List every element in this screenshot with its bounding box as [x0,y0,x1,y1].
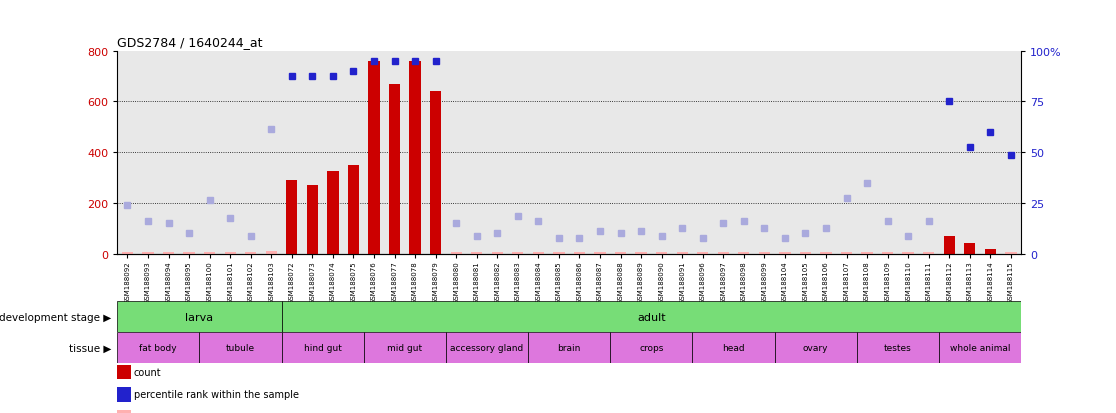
Text: value, Detection Call = ABSENT: value, Detection Call = ABSENT [134,412,289,413]
Bar [224,253,235,254]
Text: GDS2784 / 1640244_at: GDS2784 / 1640244_at [117,36,262,49]
Bar [718,253,729,254]
Text: whole animal: whole animal [950,344,1010,352]
Bar [327,172,338,254]
Bar [430,92,441,254]
Bar [923,253,934,254]
Bar [615,253,626,254]
Text: percentile rank within the sample: percentile rank within the sample [134,389,299,399]
Bar [595,253,606,254]
Bar [775,332,857,363]
Bar [281,332,364,363]
Text: tubule: tubule [225,344,256,352]
Text: tissue ▶: tissue ▶ [69,343,112,353]
Bar [204,253,215,254]
Bar [492,253,503,254]
Text: brain: brain [558,344,580,352]
Bar [368,62,379,254]
Text: larva: larva [185,312,213,322]
Bar [410,62,421,254]
Bar [656,253,667,254]
Text: accessory gland: accessory gland [451,344,523,352]
Bar [984,249,995,254]
Text: count: count [134,367,162,377]
Bar [388,85,401,254]
Bar [143,253,154,254]
Bar [840,253,853,254]
Text: hind gut: hind gut [304,344,341,352]
Bar [554,253,565,254]
Bar [574,253,585,254]
Bar [1006,253,1017,254]
Bar [451,253,462,254]
Bar [882,253,893,254]
Text: mid gut: mid gut [387,344,422,352]
Bar [117,301,281,332]
Bar [779,253,790,254]
Text: crops: crops [639,344,664,352]
Bar [692,332,775,363]
Bar [532,253,543,254]
Bar [307,186,318,254]
Bar [759,253,770,254]
Bar [364,332,446,363]
Text: fat body: fat body [140,344,177,352]
Bar [635,253,646,254]
Bar [446,332,528,363]
Text: development stage ▶: development stage ▶ [0,312,112,322]
Bar [820,253,831,254]
Bar [944,236,955,254]
Text: ovary: ovary [802,344,828,352]
Bar [117,332,200,363]
Bar [266,252,277,254]
Bar [512,253,523,254]
Bar [286,180,298,254]
Bar [348,166,359,254]
Bar [163,253,174,254]
Bar [281,301,1021,332]
Bar [246,253,257,254]
Bar [471,253,482,254]
Text: adult: adult [637,312,665,322]
Bar [676,253,687,254]
Bar [903,253,914,254]
Bar [200,332,281,363]
Text: head: head [722,344,744,352]
Bar [862,253,873,254]
Text: testes: testes [884,344,912,352]
Bar [610,332,692,363]
Bar [698,253,709,254]
Bar [738,253,750,254]
Bar [183,253,194,254]
Bar [939,332,1021,363]
Bar [800,253,811,254]
Bar [857,332,939,363]
Bar [528,332,610,363]
Bar [964,244,975,254]
Bar [122,253,133,254]
